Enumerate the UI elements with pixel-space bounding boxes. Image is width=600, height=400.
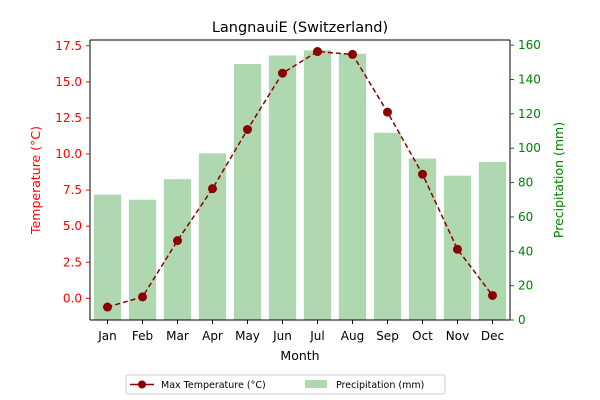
left-tick-label: 12.5: [55, 111, 82, 125]
x-tick-label: Mar: [166, 329, 189, 343]
legend-frame: [125, 374, 446, 395]
chart-title: LangnauiE (Switzerland): [212, 20, 388, 36]
left-tick-label: 0.0: [63, 291, 82, 305]
x-tick-label: Sep: [376, 329, 399, 343]
legend-label-temperature: Max Temperature (°C): [161, 380, 266, 391]
x-tick-label: Dec: [481, 329, 504, 343]
temperature-point-sep: [383, 107, 392, 117]
x-tick-label: May: [235, 329, 260, 343]
legend-label-precipitation: Precipitation (mm): [336, 380, 424, 391]
x-axis-ticks: Jan Feb Mar Apr May Jun Jul Aug Sep Oct Nov Dec: [97, 320, 504, 343]
temperature-point-aug: [348, 49, 357, 59]
right-tick-label: 120: [518, 107, 541, 121]
x-axis-label: Month: [280, 348, 319, 363]
right-tick-label: 160: [518, 38, 541, 52]
right-tick-label: 100: [518, 141, 541, 155]
temperature-point-may: [243, 124, 252, 134]
temperature-point-feb: [138, 292, 147, 302]
temperature-point-dec: [488, 290, 497, 300]
right-axis-ticks: 0 20 40 60 80 100 120 140 160: [510, 38, 541, 327]
temperature-point-oct: [418, 169, 427, 179]
x-tick-label: Jun: [272, 329, 292, 343]
temperature-point-jul: [313, 47, 322, 57]
legend: Max Temperature (°C) Precipitation (mm): [125, 374, 446, 395]
axes: [89, 39, 511, 321]
precipitation-bar-apr: [198, 153, 227, 320]
right-tick-label: 80: [518, 176, 533, 190]
left-tick-label: 10.0: [55, 147, 82, 161]
precipitation-bar-mar: [163, 179, 192, 320]
left-tick-label: 7.5: [63, 183, 82, 197]
temperature-point-mar: [173, 236, 182, 246]
precipitation-bar-aug: [338, 53, 367, 321]
temperature-line-group: [103, 47, 497, 312]
precipitation-bar-jan: [93, 194, 122, 320]
temperature-point-jun: [278, 68, 287, 78]
right-tick-label: 140: [518, 73, 541, 87]
right-tick-label: 40: [518, 244, 533, 258]
x-tick-label: Feb: [132, 329, 153, 343]
precipitation-bars: [93, 50, 507, 321]
left-tick-label: 17.5: [55, 39, 82, 53]
temperature-line: [107, 50, 494, 308]
legend-bar-swatch: [305, 380, 327, 388]
temperature-point-jan: [103, 302, 112, 312]
right-tick-label: 0: [518, 313, 526, 327]
left-axis-label: Temperature (°C): [28, 126, 43, 235]
x-tick-label: Aug: [341, 329, 364, 343]
precipitation-bar-may: [233, 64, 262, 320]
temperature-point-nov: [453, 244, 462, 254]
x-tick-label: Jul: [309, 329, 324, 343]
x-tick-label: Jan: [97, 329, 117, 343]
right-tick-label: 20: [518, 279, 533, 293]
left-tick-label: 5.0: [63, 219, 82, 233]
precipitation-bar-oct: [408, 158, 437, 320]
left-tick-label: 2.5: [63, 255, 82, 269]
left-axis-ticks: 0.0 2.5 5.0 7.5 10.0 12.5 15.0 17.5: [55, 39, 90, 305]
precipitation-bar-sep: [373, 132, 402, 320]
precipitation-bar-jul: [303, 50, 332, 321]
left-tick-label: 15.0: [55, 75, 82, 89]
x-tick-label: Apr: [202, 329, 223, 343]
right-axis-label: Precipitation (mm): [551, 122, 566, 238]
temperature-point-apr: [208, 184, 217, 194]
x-tick-label: Oct: [412, 329, 433, 343]
precipitation-bar-feb: [128, 199, 157, 320]
precipitation-bar-jun: [268, 55, 297, 321]
x-tick-label: Nov: [446, 329, 469, 343]
right-tick-label: 60: [518, 210, 533, 224]
legend-marker-swatch: [138, 380, 146, 389]
